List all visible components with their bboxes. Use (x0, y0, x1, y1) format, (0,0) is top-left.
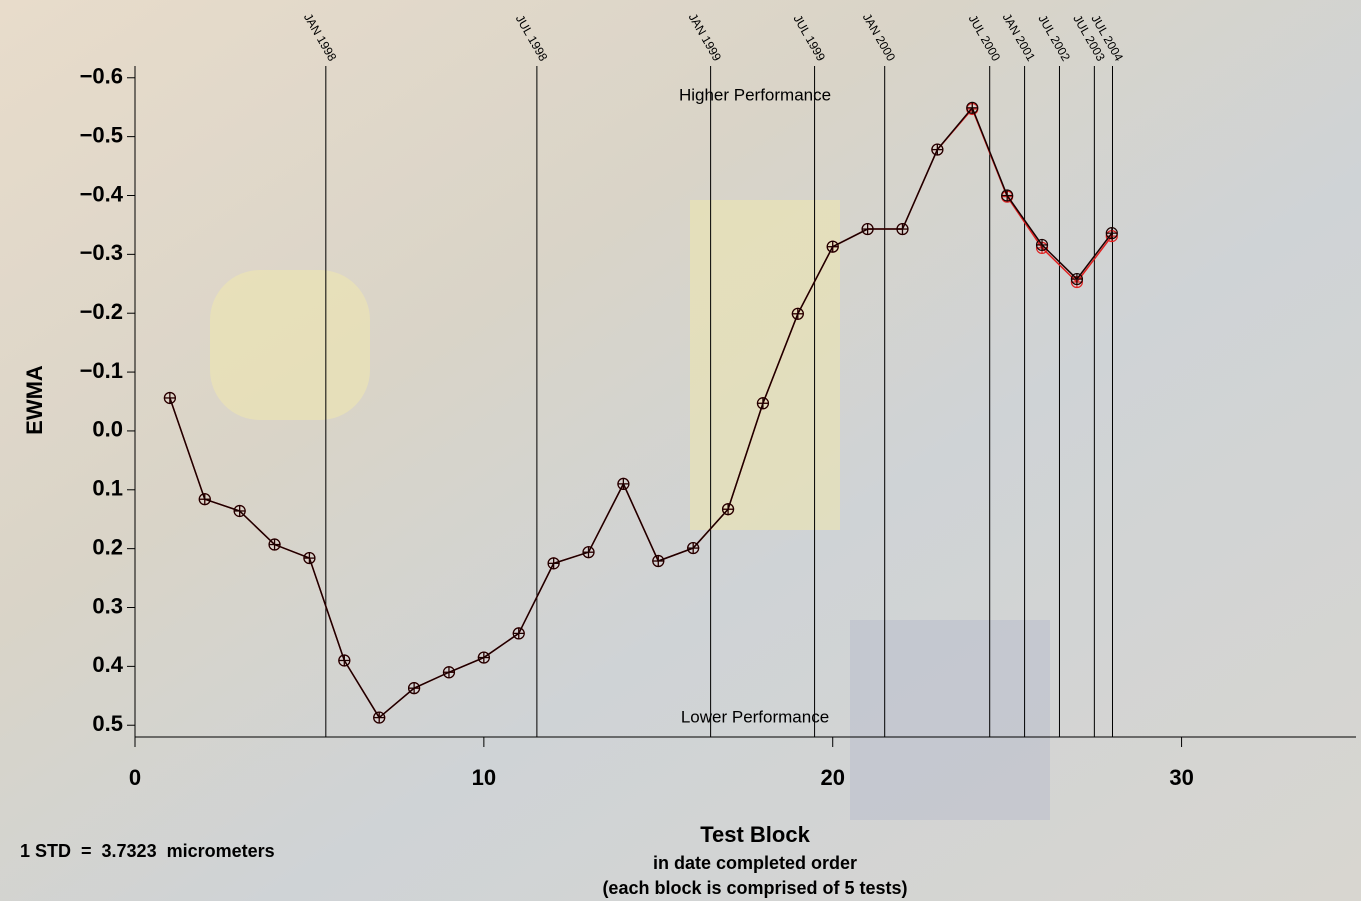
y-tick-label: −0.1 (80, 358, 123, 383)
marker (407, 682, 421, 695)
marker (721, 503, 735, 516)
marker (966, 101, 979, 114)
marker (338, 654, 351, 667)
y-tick-label: 0.1 (92, 476, 123, 501)
marker (512, 627, 525, 640)
x-tick-label: 30 (1169, 765, 1193, 790)
marker (1035, 238, 1049, 252)
y-tick-label: 0.5 (92, 711, 123, 736)
y-tick-label: −0.2 (80, 299, 123, 324)
marker (582, 546, 595, 559)
marker (896, 222, 909, 236)
y-tick-label: −0.3 (80, 240, 123, 265)
annotation: Higher Performance (679, 85, 831, 104)
y-tick-label: 0.0 (92, 417, 123, 442)
y-axis-label: EWMA (22, 365, 47, 435)
marker (1070, 272, 1084, 286)
marker (303, 551, 316, 565)
x-axis-label: Test Block (700, 822, 810, 847)
x-tick-label: 20 (820, 765, 844, 790)
annotation: Lower Performance (681, 707, 829, 726)
marker (442, 666, 456, 679)
footnote: 1 STD = 3.7323 micrometers (20, 841, 275, 861)
x-axis-sublabel: (each block is comprised of 5 tests) (602, 878, 907, 898)
y-tick-label: −0.4 (80, 181, 124, 206)
marker (931, 143, 944, 156)
x-tick-label: 0 (129, 765, 141, 790)
marker (477, 651, 490, 664)
y-tick-label: −0.5 (80, 122, 123, 147)
marker (826, 240, 839, 253)
marker (198, 493, 211, 506)
marker (652, 554, 665, 568)
marker (163, 391, 176, 405)
marker (791, 307, 804, 320)
y-tick-label: 0.3 (92, 593, 123, 618)
marker (617, 477, 630, 491)
background-shape (210, 270, 370, 420)
marker (268, 538, 281, 551)
marker (1001, 189, 1014, 202)
marker (861, 222, 874, 236)
x-axis-sublabel: in date completed order (653, 853, 857, 873)
marker (1105, 227, 1118, 240)
y-tick-label: 0.4 (92, 652, 123, 677)
x-tick-label: 10 (472, 765, 496, 790)
background-shape (850, 620, 1050, 820)
marker (756, 397, 770, 410)
series-line (169, 106, 1113, 719)
marker (373, 711, 386, 724)
background-shape (690, 200, 840, 530)
marker (687, 541, 700, 555)
marker (547, 557, 560, 570)
marker (233, 504, 246, 518)
y-tick-label: 0.2 (92, 534, 123, 559)
y-tick-label: −0.6 (80, 64, 123, 89)
